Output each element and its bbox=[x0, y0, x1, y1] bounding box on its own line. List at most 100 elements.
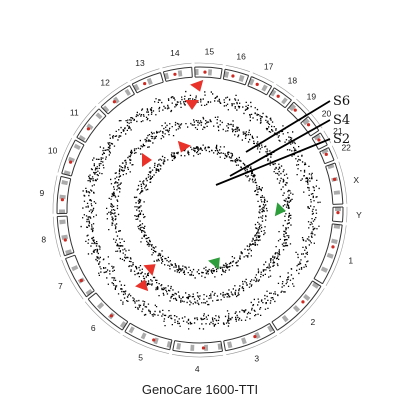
position-scale bbox=[57, 137, 73, 173]
chromosome-band bbox=[333, 224, 341, 229]
chromosome-2 bbox=[271, 280, 325, 334]
chromosome-label-11: 11 bbox=[70, 108, 79, 118]
chromosome-label-7: 7 bbox=[58, 281, 63, 291]
chromosome-label-2: 2 bbox=[311, 317, 316, 327]
chromosome-inner-edge bbox=[325, 166, 334, 205]
position-scale bbox=[171, 354, 224, 358]
position-scale bbox=[331, 145, 339, 159]
chromosome-outer-edge bbox=[65, 258, 87, 298]
chromosome-label-17: 17 bbox=[264, 62, 274, 72]
chromosome-band bbox=[320, 266, 329, 273]
scatter-points bbox=[106, 116, 294, 306]
position-scale bbox=[73, 105, 97, 136]
chromosome-end bbox=[318, 144, 328, 150]
chromosome-end bbox=[100, 106, 109, 115]
chromosome-band bbox=[119, 321, 127, 329]
chromosome-end bbox=[286, 101, 295, 110]
centromere-mark bbox=[60, 198, 64, 202]
scatter-points bbox=[133, 144, 268, 279]
chromosome-end bbox=[269, 323, 276, 333]
chromosome-label-x: X bbox=[353, 175, 359, 185]
chromosome-band bbox=[61, 180, 69, 186]
chromosome-label-5: 5 bbox=[138, 353, 143, 363]
chromosome-band bbox=[102, 105, 110, 113]
chromosome-outer-edge bbox=[124, 331, 170, 351]
chromosome-band bbox=[163, 72, 170, 80]
track-s4 bbox=[106, 116, 294, 306]
chromosome-inner-edge bbox=[165, 76, 193, 82]
chromosome-label-12: 12 bbox=[100, 77, 110, 87]
chromosome-end bbox=[311, 132, 321, 139]
loss-marker bbox=[208, 257, 220, 270]
chromosome-label-22: 22 bbox=[341, 143, 351, 153]
chromosome-inner-edge bbox=[174, 340, 221, 344]
sample-label-s2: S2 bbox=[333, 132, 350, 147]
chromosome-outer-edge bbox=[100, 85, 130, 108]
chromosome-end bbox=[86, 290, 95, 298]
chromosome-1 bbox=[313, 223, 347, 286]
chromosome-inner-edge bbox=[286, 109, 300, 122]
chromosome-band bbox=[238, 74, 245, 82]
chromosome-band bbox=[248, 78, 255, 86]
chromosome-12 bbox=[98, 81, 135, 115]
position-scale bbox=[276, 84, 295, 98]
chromosome-outer-edge bbox=[56, 216, 65, 256]
centromere-mark bbox=[332, 177, 337, 182]
centromere-mark bbox=[63, 238, 67, 242]
chromosome-11 bbox=[73, 105, 107, 143]
chromosome-band bbox=[65, 249, 73, 256]
centromere-mark bbox=[336, 210, 340, 215]
chromosome-label-20: 20 bbox=[322, 109, 332, 119]
chromosome-inner-edge bbox=[223, 322, 270, 342]
chromosome-outer-edge bbox=[61, 139, 76, 174]
chromosome-inner-edge bbox=[268, 95, 286, 109]
position-scale bbox=[84, 301, 121, 334]
chromosome-band bbox=[311, 282, 320, 289]
chromosome-band bbox=[270, 89, 277, 97]
position-scale bbox=[226, 335, 278, 355]
chromosome-band bbox=[71, 265, 79, 272]
chromosome-label-9: 9 bbox=[40, 188, 45, 198]
chromosome-band bbox=[177, 70, 183, 77]
pointer-line-s4 bbox=[229, 119, 331, 177]
position-scale bbox=[311, 113, 323, 129]
chromosome-band bbox=[302, 117, 310, 126]
loss-marker bbox=[274, 202, 286, 217]
sample-label-s6: S6 bbox=[333, 94, 350, 109]
chromosome-label-y: Y bbox=[356, 210, 362, 220]
chromosome-band bbox=[96, 302, 105, 310]
chromosome-7 bbox=[61, 254, 95, 300]
pointer-line-s2 bbox=[215, 138, 331, 186]
centromere-mark bbox=[201, 346, 206, 350]
chromosome-label-21: 21 bbox=[333, 126, 343, 136]
chromosome-label-14: 14 bbox=[170, 48, 180, 58]
chromosome-label-15: 15 bbox=[205, 46, 215, 56]
chromosome-outer-edge bbox=[76, 108, 100, 138]
chromosome-outer-edge bbox=[131, 72, 161, 85]
chromosome-end bbox=[247, 76, 252, 87]
chromosome-label-1: 1 bbox=[348, 256, 353, 266]
position-scale bbox=[130, 68, 160, 81]
position-scale bbox=[325, 225, 347, 286]
chromosome-outer-edge bbox=[322, 224, 343, 284]
chromosome-end bbox=[324, 159, 335, 165]
centromere-mark bbox=[112, 100, 116, 104]
chromosome-end bbox=[325, 162, 336, 167]
position-scale bbox=[225, 65, 251, 72]
chromosome-band bbox=[292, 305, 301, 313]
chromosome-end bbox=[266, 85, 273, 96]
centromere-mark bbox=[86, 127, 90, 131]
chromosome-outer-edge bbox=[163, 66, 192, 73]
chromosome-18 bbox=[268, 84, 295, 109]
chromosome-3 bbox=[223, 322, 278, 355]
chromosome-y bbox=[332, 206, 348, 223]
chromosome-band bbox=[217, 343, 223, 350]
chromosome-14 bbox=[162, 62, 193, 82]
chromosome-outer-edge bbox=[334, 162, 344, 205]
chromosome-end bbox=[87, 292, 97, 300]
position-scale bbox=[52, 216, 61, 258]
chromosome-band bbox=[124, 88, 131, 96]
chromosome-end bbox=[271, 321, 278, 331]
